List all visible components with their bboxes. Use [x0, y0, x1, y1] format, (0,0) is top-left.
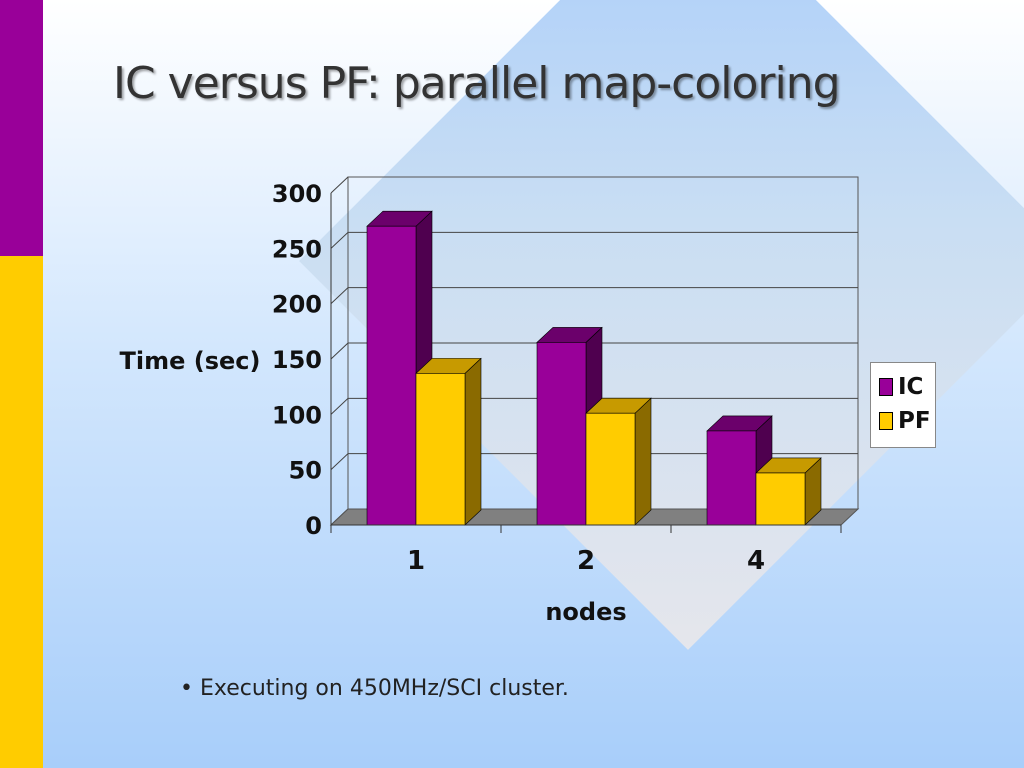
legend-entry-ic: IC: [879, 373, 923, 401]
y-tick-label: 100: [272, 401, 322, 429]
bar-face: [706, 430, 757, 526]
y-tick-label: 250: [272, 235, 322, 263]
y-tick-label: 150: [272, 346, 322, 374]
bar-pf-4: [755, 457, 822, 526]
bar-face: [415, 373, 466, 526]
sidebar-accent-purple: [0, 0, 43, 256]
x-axis-label: nodes: [545, 598, 626, 626]
bar-face: [585, 412, 636, 526]
gridline-side: [330, 287, 349, 305]
x-tick-label: 1: [407, 546, 425, 576]
legend-swatch-pf: [879, 412, 893, 430]
bar-side: [634, 397, 652, 526]
chart-legend: IC PF: [870, 362, 936, 448]
bar-face: [536, 342, 587, 526]
bar-pf-1: [415, 357, 482, 526]
y-tick-label: 300: [272, 180, 322, 208]
bar-face: [366, 225, 417, 526]
y-axis-label: Time (sec): [120, 347, 261, 375]
gridline-side: [330, 397, 349, 415]
bar-pf-2: [585, 397, 652, 526]
bullet-note: • Executing on 450MHz/SCI cluster.: [180, 676, 569, 701]
slide-title: IC versus PF: parallel map-coloring: [113, 58, 841, 109]
gridline-side: [330, 342, 349, 360]
legend-label-ic: IC: [898, 374, 924, 400]
gridline-side: [330, 231, 349, 249]
legend-label-pf: PF: [898, 408, 931, 434]
legend-entry-pf: PF: [879, 407, 931, 435]
y-tick-label: 200: [272, 291, 322, 319]
x-tick-label: 4: [747, 546, 765, 576]
chart-axes: 0 50 100 150 200 250 300 1 2 4: [272, 180, 842, 576]
gridline-side: [330, 453, 349, 471]
sidebar-accent-yellow: [0, 256, 43, 768]
legend-swatch-ic: [879, 378, 893, 396]
y-tick-label: 50: [289, 457, 322, 485]
bar-side: [464, 357, 482, 526]
x-tick-label: 2: [577, 546, 595, 576]
bar-face: [755, 472, 806, 526]
chart-bars: [366, 210, 822, 526]
y-tick-label: 0: [305, 512, 322, 540]
gridline-side: [330, 176, 349, 194]
